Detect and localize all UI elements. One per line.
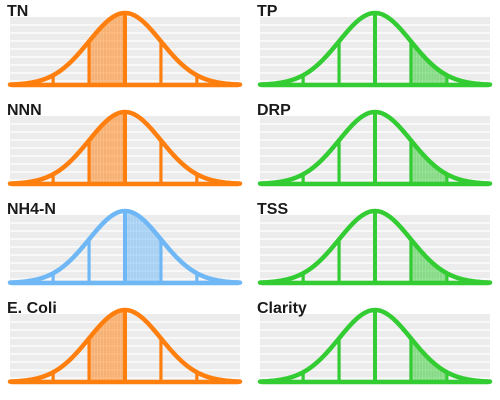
distribution-curve — [7, 307, 243, 384]
panel-title: DRP — [257, 102, 291, 119]
chart-panel-4: DRP — [255, 102, 495, 199]
chart-panel-1: TN — [5, 3, 245, 100]
panel-title: NNN — [7, 102, 42, 119]
chart-panel-7: E. Coli — [5, 300, 245, 397]
normal-curve-chart — [257, 10, 493, 88]
distribution-curve — [257, 10, 493, 87]
distribution-curve — [257, 109, 493, 186]
chart-panel-8: Clarity — [255, 300, 495, 397]
chart-panel-5: NH4-N — [5, 201, 245, 298]
normal-curve-chart — [7, 10, 243, 88]
normal-curve-chart — [7, 109, 243, 187]
distribution-curve — [7, 109, 243, 186]
panel-title: TN — [7, 3, 29, 20]
normal-curve-chart — [7, 307, 243, 385]
panel-title: E. Coli — [7, 300, 57, 317]
panel-title: TSS — [257, 201, 289, 218]
panel-title: TP — [257, 3, 278, 20]
chart-panel-2: TP — [255, 3, 495, 100]
normal-curve-chart — [257, 109, 493, 187]
distribution-curve — [257, 208, 493, 285]
normal-curve-chart — [7, 208, 243, 286]
normal-curve-chart — [257, 208, 493, 286]
panel-title: NH4-N — [7, 201, 56, 218]
normal-curve-chart — [257, 307, 493, 385]
distribution-curve — [257, 307, 493, 384]
chart-panel-3: NNN — [5, 102, 245, 199]
distribution-curve — [7, 10, 243, 87]
panel-title: Clarity — [257, 300, 307, 317]
distribution-curve — [7, 208, 243, 285]
chart-panel-6: TSS — [255, 201, 495, 298]
